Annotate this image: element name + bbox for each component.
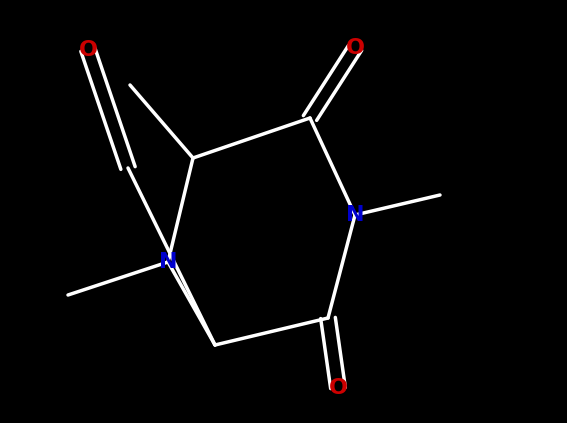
Text: O: O [328,378,348,398]
Text: N: N [346,205,364,225]
Text: O: O [78,40,98,60]
Text: N: N [159,252,177,272]
Text: O: O [345,38,365,58]
